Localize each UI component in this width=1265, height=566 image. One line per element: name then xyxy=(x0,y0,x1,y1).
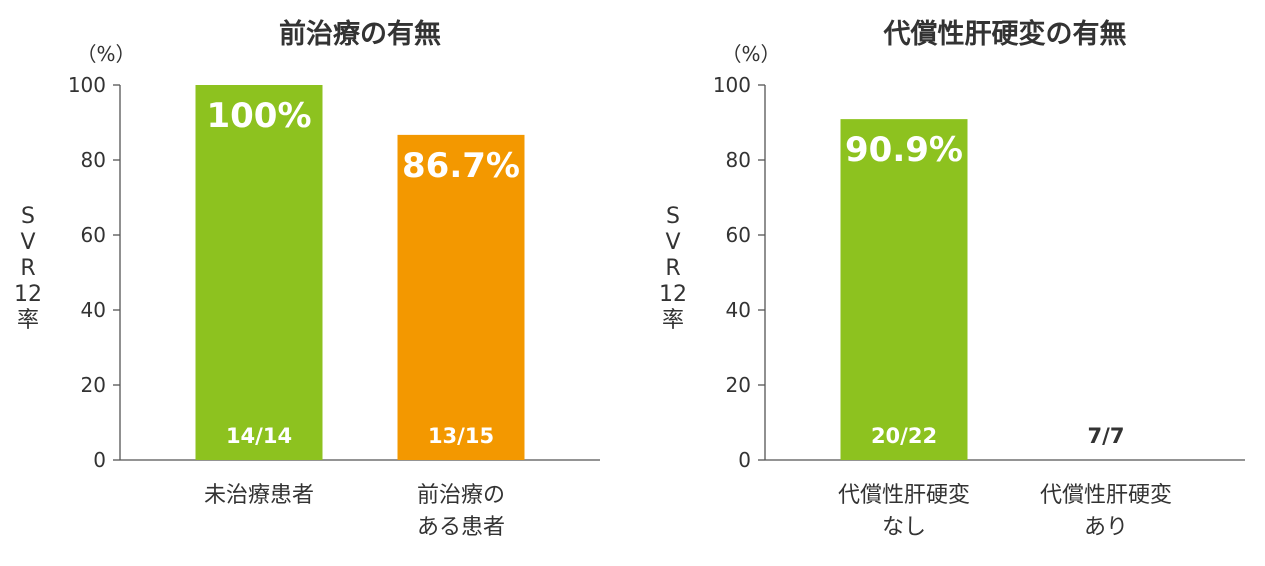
category-label: 代償性肝硬変なし xyxy=(838,483,970,540)
bar-count-label: 13/15 xyxy=(428,424,494,448)
bar xyxy=(195,85,323,460)
bar-chart-prior-treatment: 前治療の有無 （%） S V R 12 率 0 20 40 60 80 100 100% 14/14 未治療患… xyxy=(14,18,600,540)
y-tick-label: 40 xyxy=(726,298,751,322)
y-tick-label: 100 xyxy=(713,73,751,97)
y-tick-label: 80 xyxy=(726,148,751,172)
y-tick-label: 60 xyxy=(726,223,751,247)
y-tick-label: 0 xyxy=(93,448,106,472)
y-tick-label: 60 xyxy=(81,223,106,247)
y-tick-label: 20 xyxy=(81,373,106,397)
y-axis-label: S V R 12 率 xyxy=(14,204,42,333)
bar-value-label: 90.9% xyxy=(845,130,963,170)
category-label: 代償性肝硬変あり xyxy=(1040,483,1172,540)
y-tick-label: 80 xyxy=(81,148,106,172)
chart-panel-prior-treatment: 前治療の有無 （%） S V R 12 率 0 20 40 60 80 100 100% 14/14 未治療患… xyxy=(10,0,610,566)
y-tick-label: 0 xyxy=(738,448,751,472)
bar-value-label: 100% xyxy=(206,96,311,136)
category-label: 未治療患者 xyxy=(204,483,314,508)
bar xyxy=(840,119,968,460)
bar-count-label: 14/14 xyxy=(226,424,292,448)
bar xyxy=(397,134,525,460)
bar-count-label: 7/7 xyxy=(1088,424,1125,448)
bar-count-label: 20/22 xyxy=(871,424,937,448)
y-axis-label: S V R 12 率 xyxy=(659,204,687,333)
chart-title: 代償性肝硬変の有無 xyxy=(883,18,1127,50)
y-tick-label: 100 xyxy=(68,73,106,97)
category-label: 前治療のある患者 xyxy=(417,483,505,540)
bar-chart-cirrhosis: 代償性肝硬変の有無 （%） S V R 12 率 0 20 40 60 80 100 90.9% 20/22… xyxy=(659,18,1245,540)
chart-panel-cirrhosis: 代償性肝硬変の有無 （%） S V R 12 率 0 20 40 60 80 100 90.9% 20/22… xyxy=(655,0,1255,566)
y-axis-unit: （%） xyxy=(76,42,135,66)
y-tick-label: 40 xyxy=(81,298,106,322)
chart-title: 前治療の有無 xyxy=(279,18,441,50)
y-tick-label: 20 xyxy=(726,373,751,397)
bar-value-label: 86.7% xyxy=(402,146,520,186)
y-axis-unit: （%） xyxy=(721,42,780,66)
